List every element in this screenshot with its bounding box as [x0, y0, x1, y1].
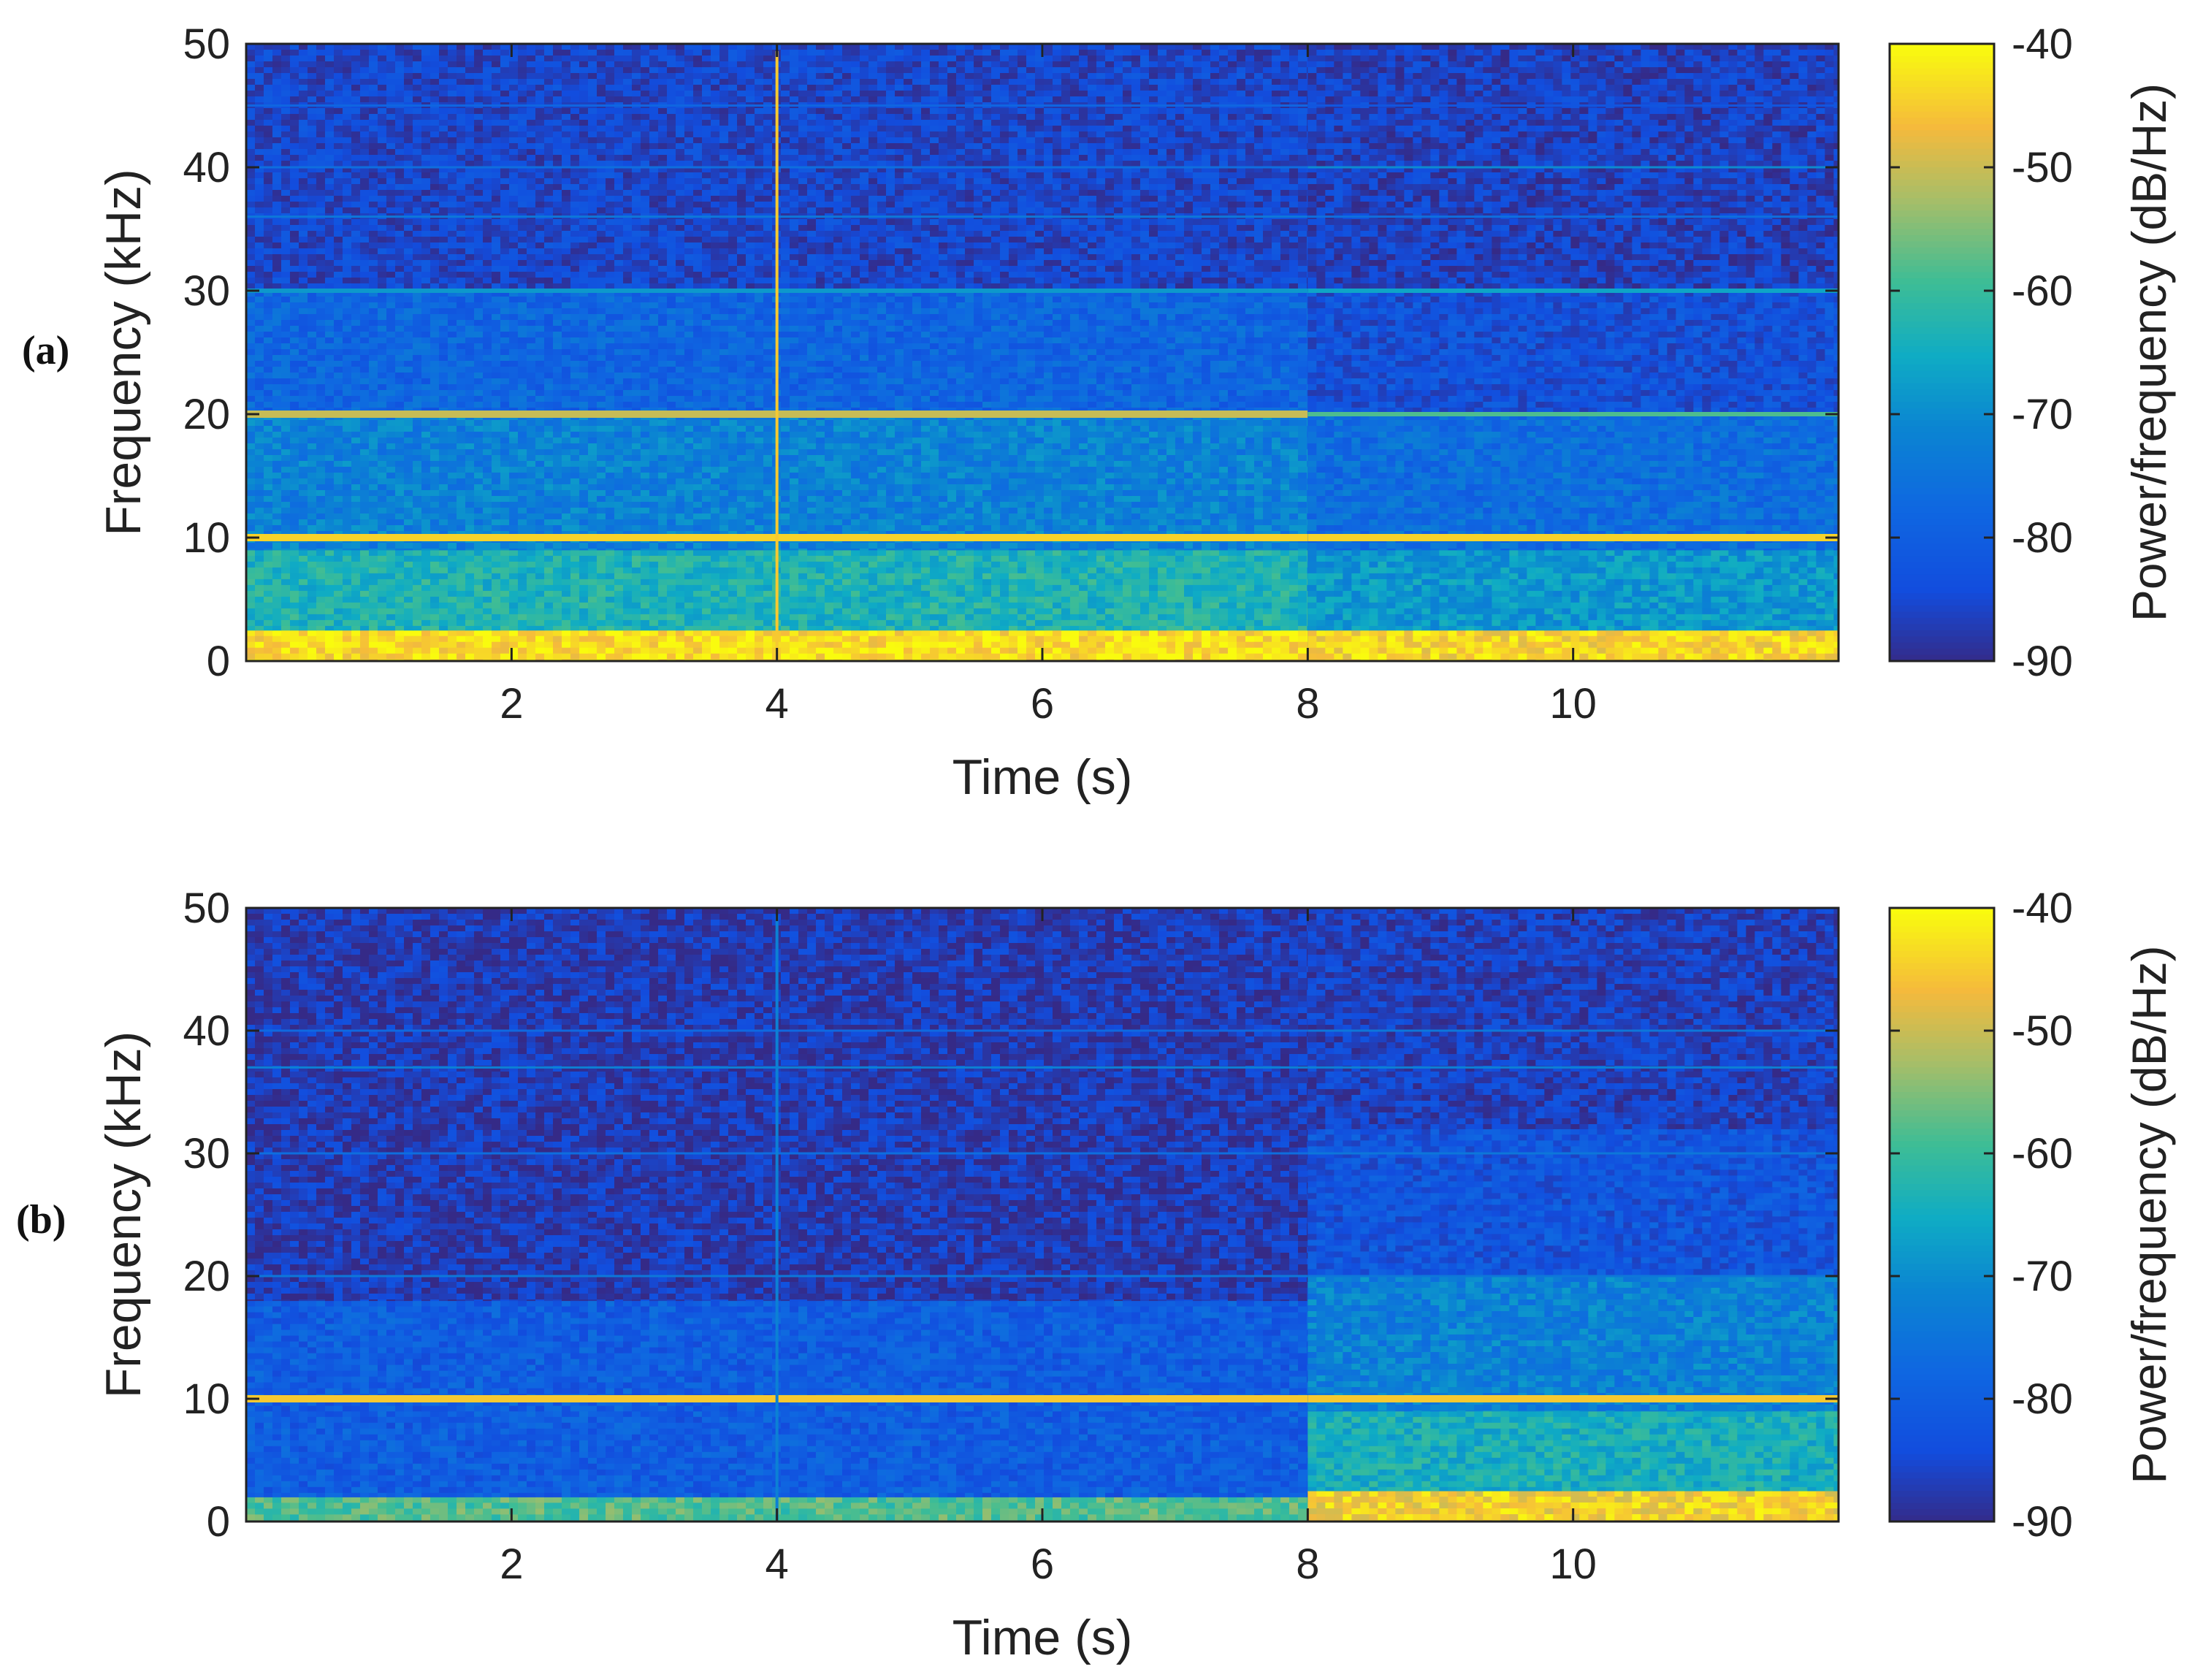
band-3: [246, 291, 1316, 415]
y-tick-label: 30: [183, 1130, 230, 1177]
x-tick-label: 2: [500, 680, 523, 728]
spectrogram-image: [246, 908, 1839, 1521]
colorbar-label: Power/frequency (dB/Hz): [2122, 83, 2176, 622]
colorbar-tick-label: -50: [2012, 1007, 2073, 1055]
x-tick-label: 10: [1549, 680, 1597, 728]
colorbar-frame: [1888, 42, 1996, 663]
x-tick-label: 4: [765, 1540, 789, 1588]
colorbar-tick-label: -90: [2012, 1498, 2073, 1546]
y-tick-label: 50: [183, 20, 230, 68]
y-tick-label: 10: [183, 514, 230, 562]
colorbar-tick-label: -40: [2012, 20, 2073, 68]
y-axis-label: Frequency (kHz): [96, 169, 151, 536]
band-3: [1307, 1129, 1839, 1277]
band-2: [1307, 414, 1839, 551]
band-4: [1307, 908, 1839, 1129]
band-2: [246, 414, 1316, 551]
band-1: [246, 549, 1316, 631]
x-tick-label: 8: [1296, 680, 1319, 728]
x-tick-label: 2: [500, 1540, 523, 1588]
transient-line: [775, 915, 779, 1521]
colorbar-tick-label: -70: [2012, 391, 2073, 438]
x-tick-label: 8: [1296, 1540, 1319, 1588]
y-tick-label: 20: [183, 1253, 230, 1300]
y-tick-label: 0: [207, 1498, 230, 1546]
x-tick-label: 6: [1031, 680, 1054, 728]
band-1: [1307, 1410, 1839, 1492]
tone-line: [1307, 1395, 1839, 1402]
tone-line: [1307, 1275, 1839, 1278]
band-0: [1307, 1491, 1839, 1521]
panel-label-a: (a): [22, 327, 69, 374]
colorbar-tick-label: -40: [2012, 885, 2073, 932]
x-tick-label: 4: [765, 680, 789, 728]
colorbar-tick-label: -90: [2012, 638, 2073, 685]
colorbar: -40 -50 -60 -70 -80 -90 Power/frequency (dB/Hz…: [1888, 20, 2176, 685]
y-tick-label: 0: [207, 638, 230, 685]
tone-line: [1307, 1029, 1839, 1032]
band-0: [246, 1497, 1316, 1521]
tone-line: [1307, 1152, 1839, 1155]
y-tick-label: 40: [183, 1007, 230, 1055]
y-tick-label: 30: [183, 267, 230, 315]
x-tick-label: 6: [1031, 1540, 1054, 1588]
band-0: [246, 630, 1316, 661]
colorbar-tick-label: -50: [2012, 144, 2073, 191]
segment-1: [1307, 44, 1839, 661]
tone-line: [1307, 289, 1839, 293]
band-0: [1307, 630, 1839, 661]
transient-line: [775, 51, 779, 661]
x-tick-label: 10: [1549, 1540, 1597, 1588]
tone-line: [1307, 166, 1839, 169]
panel-label-b: (b): [16, 1196, 66, 1243]
segment-0: [246, 44, 1316, 661]
band-4: [1307, 44, 1839, 291]
band-3: [1307, 291, 1839, 415]
y-tick-label: 40: [183, 144, 230, 191]
x-axis-label: Time (s): [952, 749, 1133, 805]
x-axis-label: Time (s): [952, 1610, 1133, 1665]
y-tick-label: 20: [183, 391, 230, 438]
colorbar-label: Power/frequency (dB/Hz): [2122, 945, 2176, 1484]
y-axis-label: Frequency (kHz): [96, 1031, 151, 1399]
tone-line: [1307, 104, 1839, 107]
band-2: [1307, 1276, 1839, 1412]
colorbar: -40 -50 -60 -70 -80 -90 Power/frequency (dB/Hz…: [1888, 885, 2176, 1546]
colorbar-tick-label: -80: [2012, 514, 2073, 562]
band-3: [246, 908, 1316, 1302]
segment-0: [246, 908, 1316, 1521]
tone-line: [1307, 534, 1839, 541]
spectrogram-image: [246, 44, 1839, 661]
band-1: [1307, 549, 1839, 631]
band-2: [246, 1300, 1316, 1412]
spectrogram-panel-b: 2 4 6 8 10 0 10 20 30 40 50 Time (s) Frequency (kHz)…: [96, 885, 2176, 1665]
y-tick-label: 50: [183, 885, 230, 932]
colorbar-frame: [1888, 906, 1996, 1523]
tone-line: [1307, 1066, 1839, 1069]
colorbar-tick-label: -60: [2012, 1130, 2073, 1177]
tone-line: [1307, 215, 1839, 218]
band-4: [246, 44, 1316, 291]
segment-1: [1307, 908, 1839, 1521]
colorbar-tick-label: -80: [2012, 1375, 2073, 1423]
colorbar-tick-label: -60: [2012, 267, 2073, 315]
spectrogram-panel-a: 2 4 6 8 10 0 10 20 30 40 50 Time (s) Frequency (kHz)…: [96, 20, 2176, 805]
band-1: [246, 1410, 1316, 1497]
tone-line: [1307, 412, 1839, 416]
colorbar-tick-label: -70: [2012, 1253, 2073, 1300]
y-tick-label: 10: [183, 1375, 230, 1423]
